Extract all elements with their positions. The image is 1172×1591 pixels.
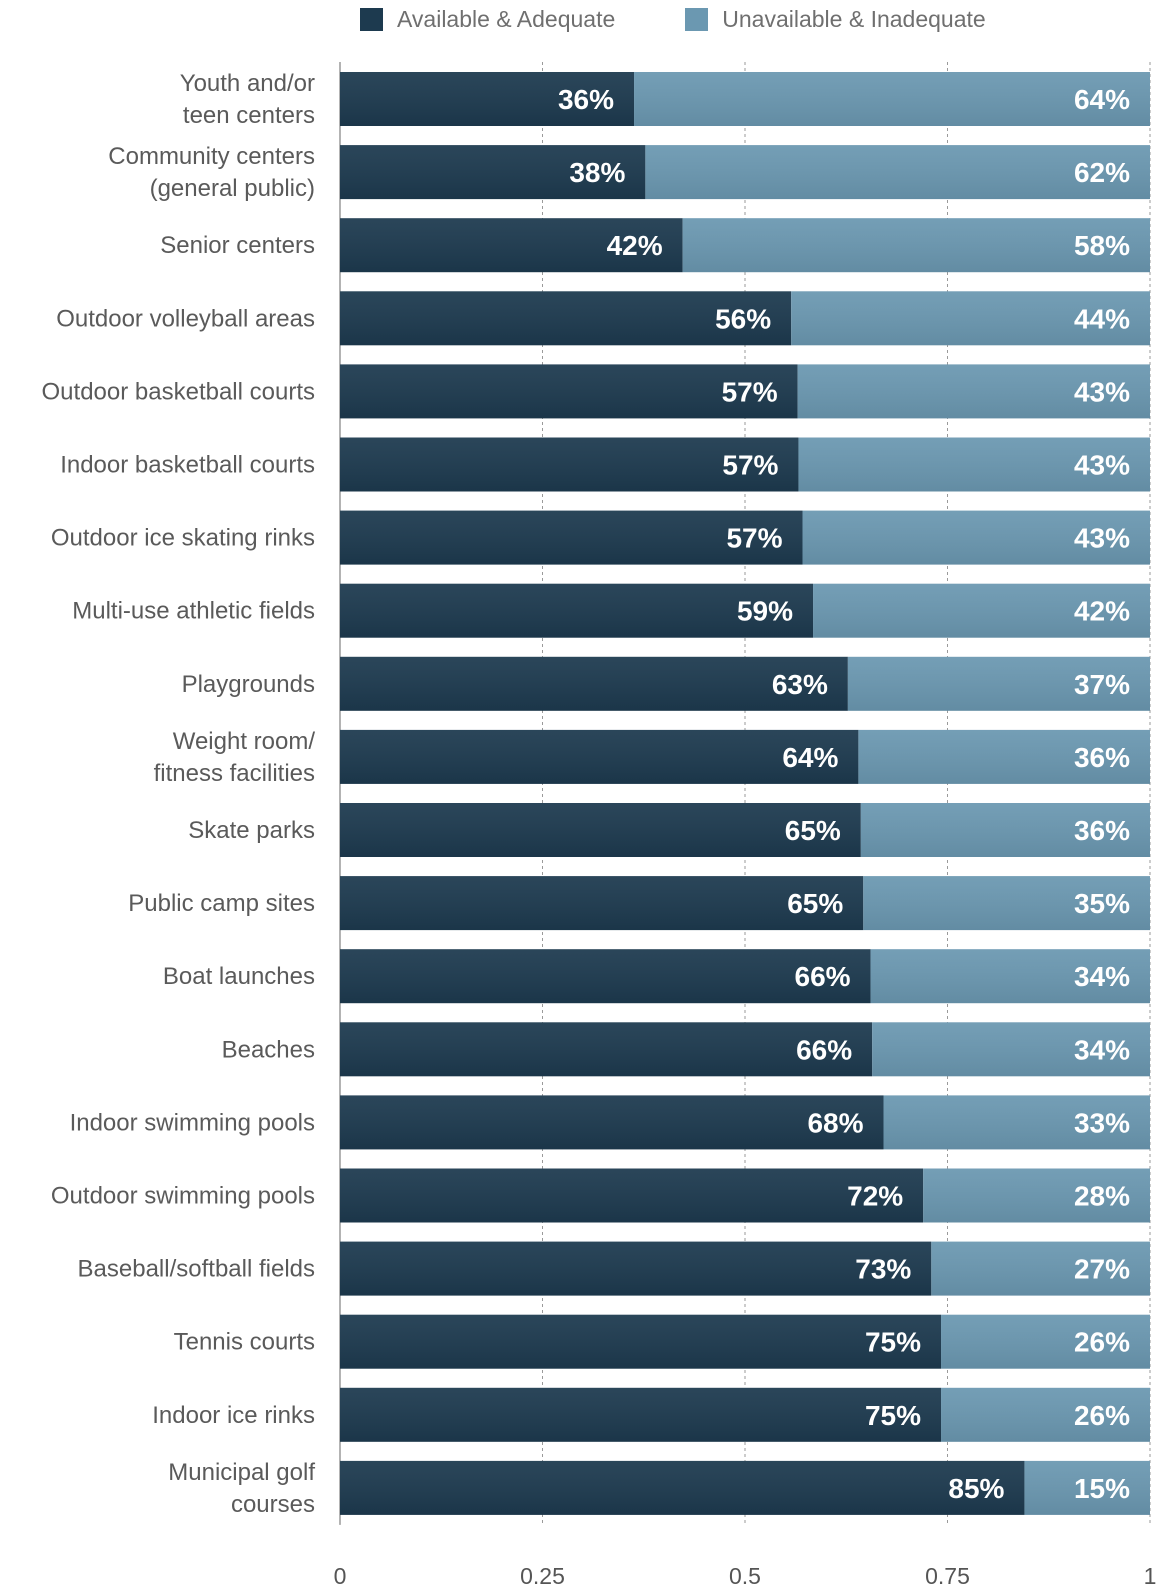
value-labels: 36% 64% 38% 62% 42% 58% 56% 44% 57% 43% 57% 43% 57% 4… bbox=[558, 84, 1130, 1504]
value-label-available: 72% bbox=[847, 1181, 903, 1212]
value-label-unavailable: 43% bbox=[1074, 376, 1130, 407]
value-label-available: 63% bbox=[772, 669, 828, 700]
category-label: Tennis courts bbox=[174, 1329, 315, 1356]
category-labels: Youth and/or teen centers Community center… bbox=[42, 70, 316, 1518]
legend-swatch-unavailable bbox=[685, 8, 709, 31]
value-label-unavailable: 34% bbox=[1074, 961, 1130, 992]
value-label-available: 57% bbox=[722, 450, 778, 481]
bar-shading bbox=[340, 510, 1150, 565]
category-label: Baseball/softball fields bbox=[78, 1256, 315, 1283]
value-label-available: 65% bbox=[785, 815, 841, 846]
bar-shading bbox=[340, 583, 1150, 638]
value-label-available: 68% bbox=[807, 1107, 863, 1138]
category-label: Outdoor volleyball areas bbox=[56, 305, 315, 332]
value-label-unavailable: 15% bbox=[1074, 1473, 1130, 1504]
x-tick-label: 0.5 bbox=[729, 1563, 761, 1589]
value-label-available: 42% bbox=[607, 230, 663, 261]
bar-shading bbox=[340, 364, 1150, 419]
x-tick-label: 1 bbox=[1144, 1563, 1157, 1589]
category-label: Public camp sites bbox=[128, 890, 315, 917]
category-label: Weight room/fitness facilities bbox=[154, 728, 316, 787]
category-label: Indoor basketball courts bbox=[60, 452, 315, 479]
value-label-unavailable: 44% bbox=[1074, 303, 1130, 334]
category-label: Community centers (general public) bbox=[108, 143, 315, 202]
bar-shading bbox=[340, 729, 1150, 784]
legend-item-unavailable: Unavailable & Inadequate bbox=[685, 6, 986, 33]
bar-shading bbox=[340, 1095, 1150, 1150]
value-label-unavailable: 62% bbox=[1074, 157, 1130, 188]
value-label-available: 56% bbox=[715, 303, 771, 334]
category-label: Senior centers bbox=[160, 232, 315, 259]
bar-shading bbox=[340, 437, 1150, 492]
value-label-available: 66% bbox=[796, 1034, 852, 1065]
category-label: Outdoor swimming pools bbox=[51, 1183, 315, 1210]
legend-item-available: Available & Adequate bbox=[360, 6, 615, 33]
value-label-unavailable: 43% bbox=[1074, 523, 1130, 554]
category-label: Indoor ice rinks bbox=[152, 1402, 315, 1429]
value-label-unavailable: 42% bbox=[1074, 596, 1130, 627]
bar-shading bbox=[340, 1314, 1150, 1369]
value-label-unavailable: 26% bbox=[1074, 1400, 1130, 1431]
value-label-unavailable: 33% bbox=[1074, 1107, 1130, 1138]
value-label-unavailable: 36% bbox=[1074, 742, 1130, 773]
bar-shading bbox=[340, 1460, 1150, 1515]
value-label-available: 38% bbox=[569, 157, 625, 188]
legend-label-unavailable: Unavailable & Inadequate bbox=[722, 6, 986, 32]
bar-shading bbox=[340, 72, 1150, 126]
category-label: Outdoor ice skating rinks bbox=[51, 525, 315, 552]
value-label-available: 64% bbox=[782, 742, 838, 773]
bar-shading bbox=[340, 656, 1150, 711]
bar-shading bbox=[340, 218, 1150, 273]
category-label: Beaches bbox=[222, 1036, 315, 1063]
bar-shading bbox=[340, 1168, 1150, 1223]
value-label-available: 36% bbox=[558, 84, 614, 115]
bar-shading bbox=[340, 876, 1150, 931]
grid-lines bbox=[339, 62, 1151, 1525]
category-label: Outdoor basketball courts bbox=[42, 378, 315, 405]
value-label-unavailable: 27% bbox=[1074, 1254, 1130, 1285]
legend-label-available: Available & Adequate bbox=[397, 6, 616, 32]
x-tick-label: 0 bbox=[334, 1563, 347, 1589]
category-label: Playgrounds bbox=[182, 671, 315, 698]
value-label-unavailable: 37% bbox=[1074, 669, 1130, 700]
bars-group bbox=[340, 72, 1150, 1515]
x-axis-ticks: 0 0.25 0.5 0.75 1 bbox=[334, 1563, 1157, 1589]
x-tick-label: 0.25 bbox=[520, 1563, 565, 1589]
category-label: Municipal golf courses bbox=[168, 1459, 315, 1518]
value-label-available: 75% bbox=[865, 1327, 921, 1358]
value-label-available: 73% bbox=[855, 1254, 911, 1285]
bar-shading bbox=[340, 1241, 1150, 1296]
bar-shading bbox=[340, 949, 1150, 1004]
value-label-unavailable: 64% bbox=[1074, 84, 1130, 115]
category-label: Boat launches bbox=[163, 963, 315, 990]
value-label-unavailable: 58% bbox=[1074, 230, 1130, 261]
value-label-available: 75% bbox=[865, 1400, 921, 1431]
value-label-available: 57% bbox=[726, 523, 782, 554]
category-label: Skate parks bbox=[188, 817, 315, 844]
category-label: Youth and/or teen centers bbox=[180, 70, 315, 129]
category-label: Multi-use athletic fields bbox=[72, 598, 315, 625]
bar-shading bbox=[340, 1387, 1150, 1442]
value-label-available: 59% bbox=[737, 596, 793, 627]
value-label-unavailable: 43% bbox=[1074, 450, 1130, 481]
value-label-available: 57% bbox=[722, 376, 778, 407]
bar-shading bbox=[340, 291, 1150, 346]
bar-shading bbox=[340, 145, 1150, 200]
bar-shading bbox=[340, 803, 1150, 857]
bar-shading bbox=[340, 1022, 1150, 1077]
chart-legend: Available & Adequate Unavailable & Inade… bbox=[360, 6, 986, 33]
category-label: Indoor swimming pools bbox=[70, 1109, 315, 1136]
value-label-unavailable: 35% bbox=[1074, 888, 1130, 919]
value-label-unavailable: 34% bbox=[1074, 1034, 1130, 1065]
x-tick-label: 0.75 bbox=[925, 1563, 970, 1589]
value-label-available: 85% bbox=[948, 1473, 1004, 1504]
value-label-available: 65% bbox=[787, 888, 843, 919]
value-label-unavailable: 26% bbox=[1074, 1327, 1130, 1358]
value-label-unavailable: 36% bbox=[1074, 815, 1130, 846]
legend-swatch-available bbox=[360, 8, 383, 31]
value-label-unavailable: 28% bbox=[1074, 1181, 1130, 1212]
value-label-available: 66% bbox=[795, 961, 851, 992]
